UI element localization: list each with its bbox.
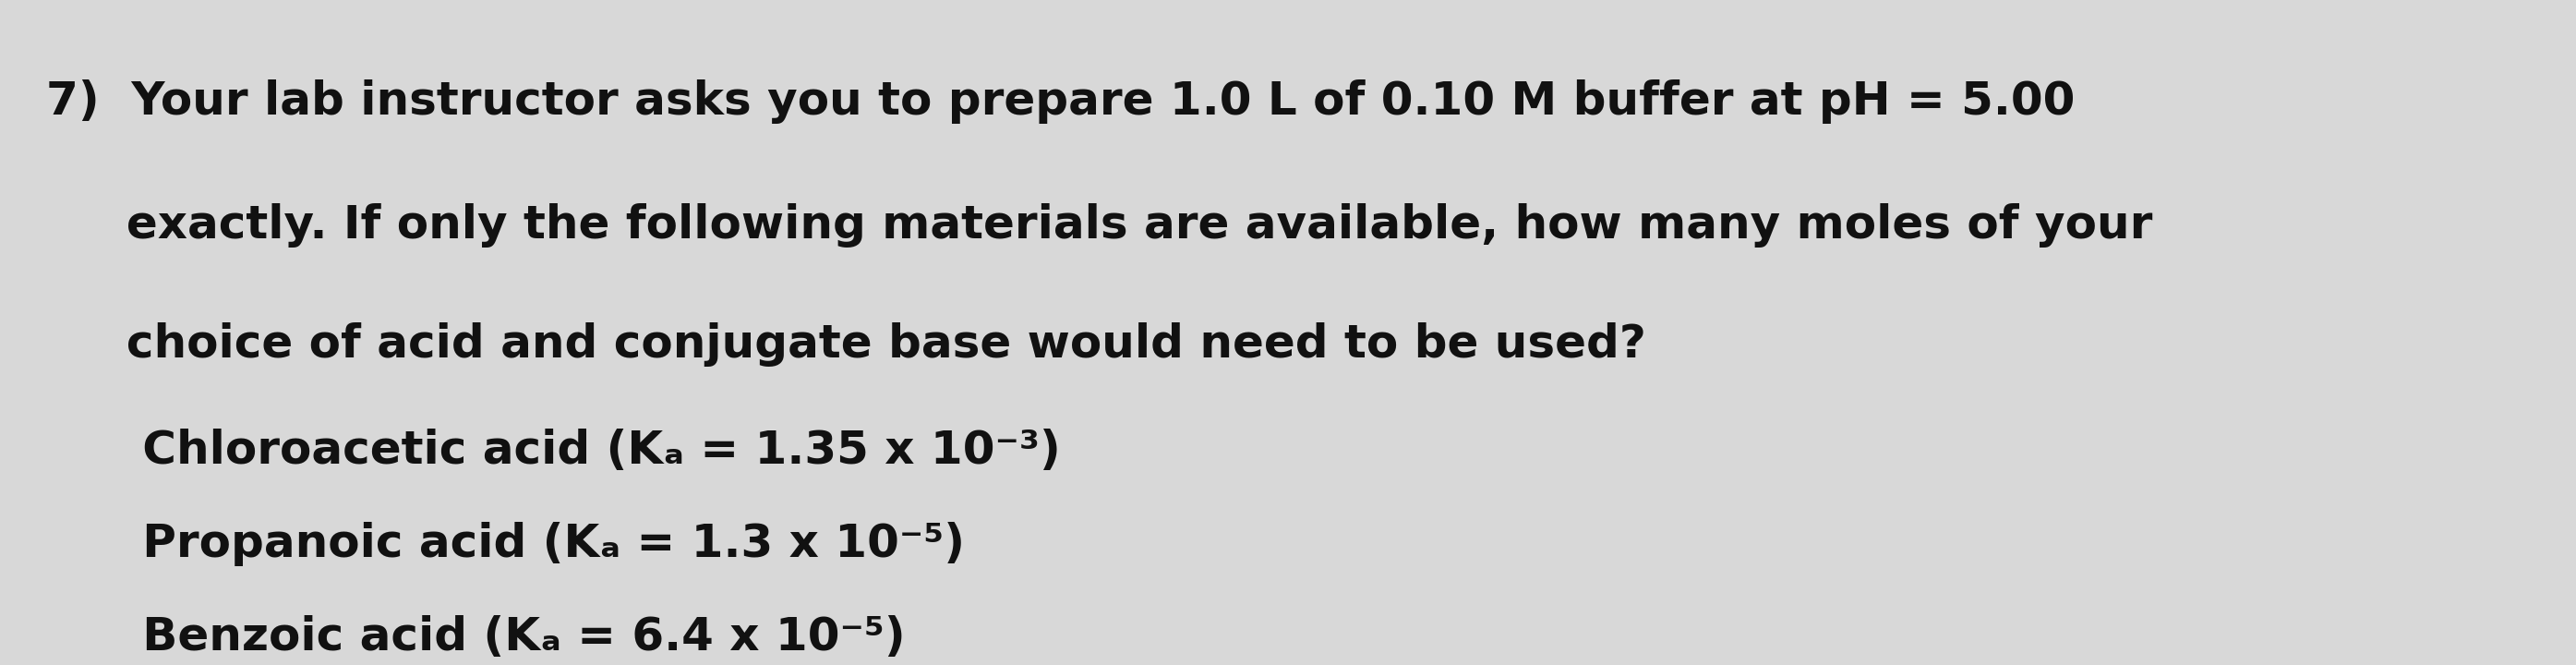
Text: Benzoic acid (Kₐ = 6.4 x 10⁻⁵): Benzoic acid (Kₐ = 6.4 x 10⁻⁵)	[46, 615, 907, 660]
Text: choice of acid and conjugate base would need to be used?: choice of acid and conjugate base would …	[46, 323, 1646, 367]
Text: Propanoic acid (Kₐ = 1.3 x 10⁻⁵): Propanoic acid (Kₐ = 1.3 x 10⁻⁵)	[46, 522, 966, 567]
Text: Chloroacetic acid (Kₐ = 1.35 x 10⁻³): Chloroacetic acid (Kₐ = 1.35 x 10⁻³)	[46, 429, 1061, 473]
Text: 7)  Your lab instructor asks you to prepare 1.0 L of 0.10 M buffer at pH = 5.00: 7) Your lab instructor asks you to prepa…	[46, 80, 2076, 124]
Text: exactly. If only the following materials are available, how many moles of your: exactly. If only the following materials…	[46, 203, 2154, 247]
